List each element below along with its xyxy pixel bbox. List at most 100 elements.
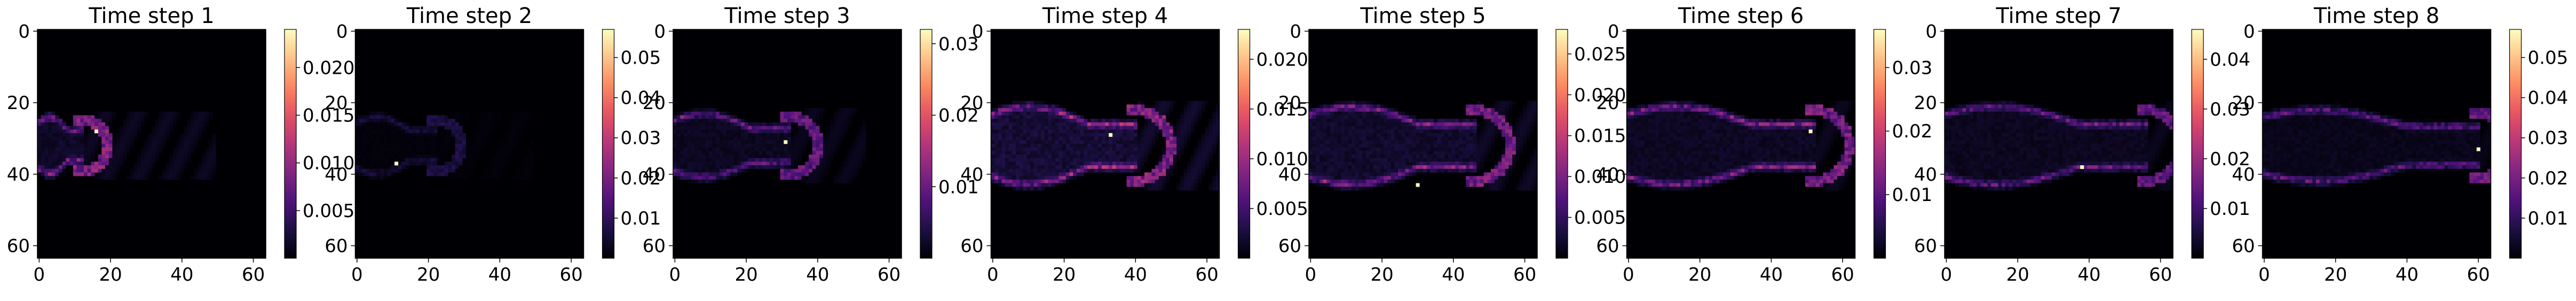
heatmap-cell (1352, 140, 1356, 144)
heatmap-cell (119, 126, 123, 130)
heatmap-cell (1037, 136, 1041, 141)
heatmap-cell (1377, 147, 1381, 151)
heatmap-cell (680, 158, 684, 162)
heatmap-cell (823, 151, 827, 155)
heatmap-cell (1020, 187, 1023, 191)
heatmap-cell (698, 168, 702, 173)
heatmap-cell (197, 176, 202, 180)
heatmap-cell (140, 168, 145, 173)
heatmap-cell (994, 176, 999, 180)
heatmap-cell (833, 133, 837, 137)
heatmap-cell (1316, 183, 1320, 187)
heatmap-cell (1084, 122, 1088, 126)
heatmap-cell (1337, 165, 1341, 169)
heatmap-cell (1333, 129, 1338, 134)
heatmap-cell (676, 133, 681, 137)
heatmap-cell (1373, 147, 1377, 151)
heatmap-cell (1316, 136, 1320, 141)
heatmap-cell (119, 144, 123, 148)
heatmap-cell (758, 165, 763, 169)
heatmap-cell (826, 151, 831, 155)
heatmap-cell (1141, 108, 1145, 112)
heatmap-cell (66, 126, 70, 130)
heatmap-cell (491, 115, 495, 119)
heatmap-cell (684, 129, 688, 134)
heatmap-cell (1366, 122, 1370, 126)
axes-frame (354, 29, 584, 259)
heatmap-cell (1037, 133, 1041, 137)
heatmap-cell (830, 136, 834, 141)
heatmap-cell (1008, 133, 1013, 137)
heatmap-cell (416, 140, 420, 144)
heatmap-cell (1405, 165, 1409, 169)
heatmap-cell (1148, 179, 1152, 183)
heatmap-cell (1426, 119, 1431, 123)
heatmap-cell (794, 161, 799, 166)
heatmap-cell (59, 129, 63, 134)
heatmap-cell (794, 126, 799, 130)
heatmap-cell (1508, 172, 1513, 176)
heatmap-cell (373, 155, 377, 159)
heatmap-cell (1030, 165, 1034, 169)
heatmap-cell (459, 158, 463, 162)
heatmap-cell (1519, 183, 1523, 187)
heatmap-cell (1119, 136, 1124, 141)
heatmap-cell (209, 111, 212, 115)
heatmap-cell (805, 140, 809, 144)
heatmap-cell (87, 122, 91, 126)
heatmap-cell (1169, 136, 1173, 141)
heatmap-cell (1037, 119, 1041, 123)
heatmap-cell (362, 140, 366, 144)
heatmap-cell (1101, 133, 1105, 137)
heatmap-cell (765, 165, 770, 169)
heatmap-cell (1352, 172, 1356, 176)
heatmap-cell (387, 122, 391, 126)
heatmap-cell (494, 155, 499, 159)
heatmap-cell (1341, 122, 1345, 126)
heatmap-cell (498, 155, 502, 159)
heatmap-cell (155, 119, 159, 123)
heatmap-cell (498, 172, 502, 176)
heatmap-cell (837, 168, 841, 173)
heatmap-cell (708, 119, 713, 123)
heatmap-cell (741, 155, 745, 159)
heatmap-cell (105, 129, 109, 134)
heatmap-cell (1330, 140, 1334, 144)
heatmap-cell (376, 119, 381, 123)
heatmap-cell (1141, 147, 1145, 151)
heatmap-cell (1012, 187, 1016, 191)
heatmap-cell (359, 158, 363, 162)
heatmap-cell (712, 151, 716, 155)
heatmap-cell (994, 122, 999, 126)
heatmap-cell (1508, 129, 1513, 134)
heatmap-cell (1091, 161, 1095, 166)
heatmap-cell (1116, 126, 1120, 130)
heatmap-cell (708, 144, 713, 148)
heatmap-cell (1534, 187, 1538, 191)
heatmap-cell (44, 129, 49, 134)
heatmap-cell (773, 158, 777, 162)
heatmap-cell (1366, 126, 1370, 130)
heatmap-cell (1437, 129, 1441, 134)
heatmap-cell (1144, 155, 1149, 159)
heatmap-cell (137, 115, 141, 119)
heatmap-cell (1191, 161, 1195, 166)
heatmap-cell (1466, 136, 1470, 141)
heatmap-cell (1176, 119, 1181, 123)
heatmap-cell (362, 168, 366, 173)
heatmap-cell (1030, 155, 1034, 159)
heatmap-cell (1202, 168, 1206, 173)
heatmap-cell (105, 147, 109, 151)
heatmap-cell (201, 126, 206, 130)
heatmap-cell (687, 161, 691, 166)
heatmap-cell (708, 129, 713, 134)
heatmap-cell (108, 115, 113, 119)
heatmap-cell (1358, 108, 1363, 112)
heatmap-cell (51, 155, 56, 159)
heatmap-cell (1448, 151, 1452, 155)
heatmap-cell (1155, 165, 1159, 169)
heatmap-cell (1187, 126, 1191, 130)
heatmap-cell (1044, 104, 1048, 109)
heatmap-cell (180, 133, 184, 137)
heatmap-cell (209, 161, 212, 166)
